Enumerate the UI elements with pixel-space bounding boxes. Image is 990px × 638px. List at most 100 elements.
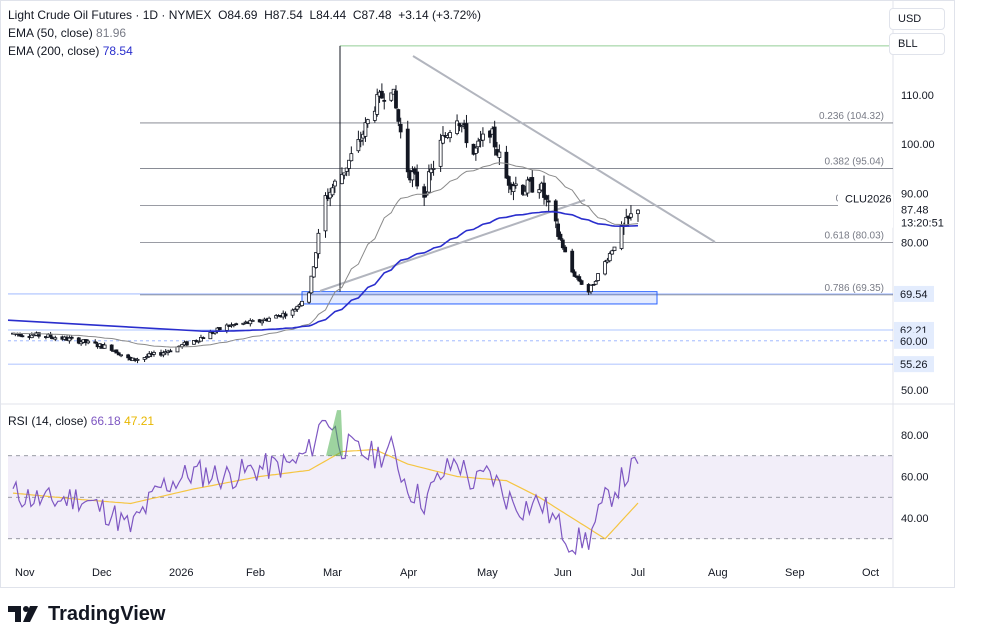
rsi-tick-label: 60.00 — [901, 472, 929, 484]
time-tick-label: Oct — [862, 567, 879, 579]
brand-logo[interactable]: TradingView — [8, 600, 165, 628]
candle-body — [102, 344, 107, 349]
time-tick-label: Jun — [554, 567, 572, 579]
candle-body — [593, 280, 598, 285]
level-label: 55.26 — [900, 359, 928, 371]
candles-group — [11, 83, 640, 364]
candle-body — [572, 271, 577, 277]
candle-body — [126, 354, 131, 359]
candle-body — [161, 352, 166, 356]
rsi-value: 66.18 — [90, 414, 121, 428]
candle-body — [459, 125, 464, 128]
candle-body — [558, 233, 563, 240]
candle-body — [410, 171, 415, 181]
candle-body — [142, 357, 147, 360]
candle-body — [234, 323, 239, 326]
time-tick-label: Nov — [15, 567, 35, 579]
candle-body — [168, 350, 173, 353]
ohlc-close: C87.48 — [352, 8, 392, 22]
candle-body — [506, 176, 511, 186]
rsi-tick-label: 80.00 — [901, 430, 929, 442]
candle-body — [250, 320, 255, 322]
time-tick-label: Mar — [323, 567, 342, 579]
candle-body — [560, 239, 565, 249]
candle-body — [36, 332, 41, 337]
candle-body — [93, 341, 98, 344]
candle-body — [570, 250, 575, 273]
fib-label: 0.236 (104.32) — [819, 111, 884, 122]
currency-button[interactable]: USD — [889, 8, 945, 30]
candle-body — [267, 317, 272, 322]
fib-label: 0.786 (69.35) — [825, 283, 885, 294]
candle-body — [311, 266, 316, 278]
level-label: 69.54 — [900, 289, 928, 301]
last-price-value: 87.48 — [901, 205, 929, 217]
price-tick-label: 110.00 — [901, 90, 934, 102]
symbol-legend: Light Crude Oil Futures · 1D · NYMEX O84… — [8, 8, 481, 22]
ema50-value: 81.96 — [96, 26, 127, 40]
candle-body — [525, 179, 530, 194]
candle-body — [394, 90, 398, 109]
time-tick-label: Jul — [631, 567, 645, 579]
candle-body — [340, 173, 344, 185]
rsi-line — [12, 419, 639, 556]
candle-body — [231, 324, 236, 327]
candle-body — [260, 320, 264, 324]
ema200-value: 78.54 — [102, 44, 133, 58]
tradingview-logo-icon — [8, 606, 38, 622]
ema200-line — [7, 210, 639, 333]
candle-body — [20, 335, 25, 338]
candle-body — [473, 147, 478, 154]
ohlc-low: L84.44 — [309, 8, 347, 22]
candle-body — [511, 185, 516, 193]
candle-body — [69, 336, 74, 339]
candle-body — [29, 334, 34, 339]
candle-body — [119, 354, 123, 357]
candle-body — [135, 359, 140, 361]
unit-label: BLL — [898, 38, 918, 50]
level-label-bg — [894, 332, 934, 349]
candle-body — [481, 133, 485, 141]
candle-body — [192, 340, 196, 345]
candle-body — [464, 123, 469, 144]
candle-body — [347, 159, 351, 169]
candle-body — [293, 309, 297, 312]
ema50-line — [13, 162, 639, 348]
candle-body — [79, 341, 84, 345]
level-label: 60.00 — [900, 336, 928, 348]
candle-body — [398, 123, 403, 133]
candle-body — [67, 337, 72, 342]
candle-body — [546, 200, 551, 203]
rsi-legend[interactable]: RSI (14, close) 66.18 47.21 — [8, 414, 154, 428]
candle-body — [563, 246, 568, 253]
candle-body — [537, 189, 542, 194]
candle-body — [199, 337, 203, 342]
candle-body — [612, 246, 617, 251]
candle-body — [145, 356, 149, 358]
candle-body — [248, 320, 253, 325]
candle-body — [114, 349, 119, 354]
candle-body — [520, 184, 525, 195]
ascending-trendline — [319, 199, 586, 292]
ema200-legend[interactable]: EMA (200, close) 78.54 — [8, 44, 133, 58]
candle-body — [577, 276, 582, 282]
ema50-legend[interactable]: EMA (50, close) 81.96 — [8, 26, 126, 40]
rsi-ma-line — [12, 448, 639, 540]
unit-button[interactable]: BLL — [889, 33, 945, 55]
candle-body — [314, 252, 318, 268]
candle-body — [389, 92, 394, 101]
candle-body — [629, 213, 633, 218]
candle-body — [349, 153, 354, 162]
candle-body — [109, 344, 114, 351]
ohlc-open: O84.69 — [218, 8, 258, 22]
last-price-symbol: CLU2026 — [845, 194, 891, 206]
descending-trendline — [412, 55, 716, 243]
price-tick-label: 50.00 — [901, 385, 929, 397]
candle-body — [342, 172, 347, 176]
support-zone — [301, 291, 658, 305]
candle-body — [309, 275, 314, 294]
ema50-label: EMA (50, close) — [8, 26, 93, 40]
candle-body — [426, 171, 431, 193]
ema200-label: EMA (200, close) — [8, 44, 100, 58]
